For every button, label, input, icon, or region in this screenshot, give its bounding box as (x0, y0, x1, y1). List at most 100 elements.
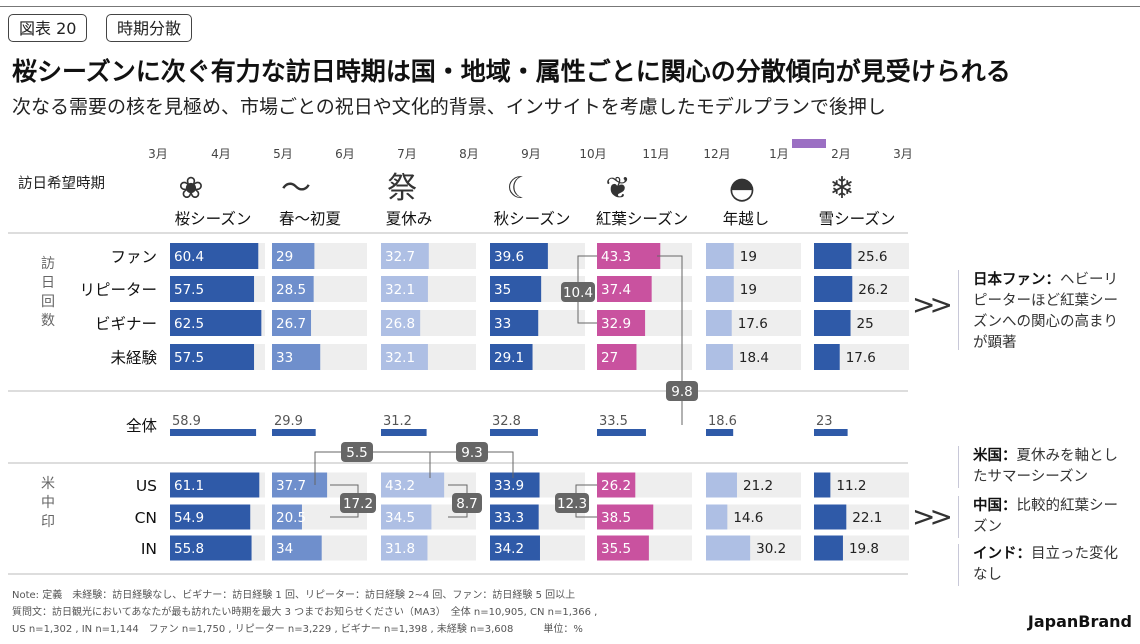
callout-bold: 中国： (973, 498, 1017, 514)
difference-label: 8.7 (456, 496, 477, 512)
month-label: 12月 (703, 147, 730, 161)
callout-cn: 中国：比較的紅葉シーズン (958, 496, 1123, 538)
row-label: ビギナー (95, 315, 157, 333)
bar (272, 504, 302, 530)
bar (706, 310, 732, 336)
group-label-char: 日 (41, 275, 55, 291)
maple-leaf-icon: ❦ (605, 171, 630, 206)
cherry-blossom-icon: ❀ (178, 171, 203, 206)
data-label: 55.8 (174, 541, 204, 557)
moon-icon: ☾ (507, 171, 534, 206)
category-label: 秋シーズン (494, 210, 571, 228)
bar (490, 243, 548, 269)
connector-line (314, 451, 514, 485)
category-label: 夏休み (386, 210, 433, 228)
bar (381, 429, 427, 436)
group-label-char: 中 (41, 495, 55, 511)
difference-badge (456, 442, 488, 462)
callout-text: 目立った変化なし (973, 546, 1118, 583)
month-label: 11月 (642, 147, 669, 161)
bar (706, 344, 733, 370)
month-label: 8月 (459, 147, 479, 161)
row-label: 未経験 (110, 349, 157, 367)
data-label: 60.4 (174, 249, 204, 265)
group-label-char: 回 (41, 294, 55, 310)
difference-label: 17.2 (343, 496, 373, 512)
difference-badge (561, 282, 595, 302)
bar (814, 344, 840, 370)
data-label: 17.6 (846, 350, 876, 366)
data-label: 28.5 (276, 282, 306, 298)
bar (706, 535, 751, 561)
data-label: 25.6 (857, 249, 887, 265)
data-label: 22.1 (852, 510, 882, 526)
bar (272, 243, 315, 269)
bar (381, 243, 429, 269)
data-label: 31.2 (383, 414, 412, 429)
difference-badge (452, 493, 482, 513)
data-label: 34 (276, 541, 293, 557)
callout-text: 夏休みを軸としたサマーシーズン (973, 448, 1118, 485)
group-label-char: 印 (41, 514, 55, 530)
bar (597, 276, 652, 302)
bar (272, 344, 321, 370)
data-label: 37.4 (601, 282, 631, 298)
row-label: IN (141, 540, 157, 558)
data-label: 21.2 (743, 478, 773, 494)
period-marker (792, 139, 826, 148)
difference-label: 12.3 (557, 496, 587, 512)
data-label: 19.8 (849, 541, 879, 557)
data-label: 39.6 (494, 249, 524, 265)
data-label: 61.1 (174, 478, 204, 494)
callout-in: インド：目立った変化なし (958, 544, 1123, 586)
chevron-right-icon: >> (912, 288, 953, 321)
group-label-char: 数 (41, 313, 55, 329)
row-label: 全体 (126, 417, 158, 435)
bar (706, 243, 734, 269)
category-label: 桜シーズン (175, 210, 252, 228)
figure-tag: 図表 20 (8, 14, 88, 42)
data-label: 23 (816, 414, 833, 429)
bar (272, 535, 322, 561)
bar (490, 504, 539, 530)
bar (170, 276, 255, 302)
callout-text: 比較的紅葉シーズン (973, 498, 1118, 535)
difference-label: 5.5 (346, 445, 367, 461)
bar (272, 276, 314, 302)
callout-text: ヘビーリピーターほど紅葉シーズンへの関心の高まりが顕著 (973, 272, 1118, 351)
bar (170, 243, 259, 269)
row-label: US (136, 477, 157, 495)
top-rule (0, 6, 1140, 7)
category-label: 年越し (723, 210, 770, 228)
bar (381, 472, 445, 498)
data-label: 25 (857, 316, 874, 332)
data-label: 26.7 (276, 316, 306, 332)
month-label: 6月 (335, 147, 355, 161)
data-label: 38.5 (601, 510, 631, 526)
bar (597, 243, 661, 269)
difference-label: 10.4 (563, 285, 593, 301)
note-line: US n=1,302 , IN n=1,144 ファン n=1,750 , リピ… (12, 624, 583, 635)
data-label: 33 (276, 350, 293, 366)
month-label: 1月 (769, 147, 789, 161)
chevron-right-icon: >> (912, 500, 953, 533)
bar (170, 472, 260, 498)
bar (170, 535, 252, 561)
bar (597, 535, 649, 561)
data-label: 58.9 (172, 414, 201, 429)
data-label: 29 (276, 249, 293, 265)
data-label: 32.1 (385, 350, 415, 366)
data-label: 32.9 (601, 316, 631, 332)
callout-bold: 米国： (973, 448, 1017, 464)
month-label: 3月 (893, 147, 913, 161)
bar (706, 472, 737, 498)
bar (170, 310, 262, 336)
data-label: 43.3 (601, 249, 631, 265)
koinobori-icon: 〜 (281, 171, 311, 206)
month-label: 4月 (211, 147, 231, 161)
data-label: 17.6 (738, 316, 768, 332)
data-label: 20.5 (276, 510, 306, 526)
bar (706, 504, 728, 530)
callout-japan-fan: 日本ファン：ヘビーリピーターほど紅葉シーズンへの関心の高まりが顕著 (958, 270, 1123, 351)
